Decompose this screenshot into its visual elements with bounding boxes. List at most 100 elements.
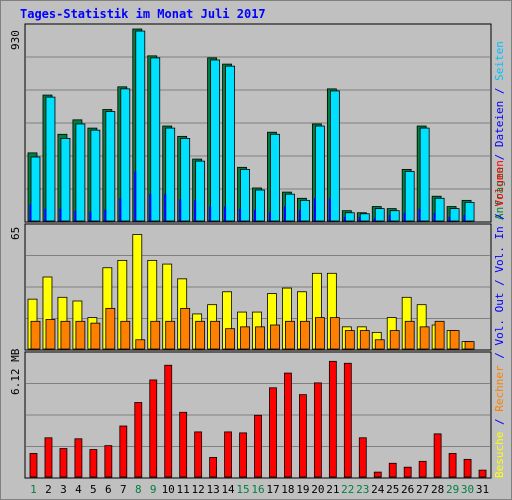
bar-volumen-day-31: [478, 469, 487, 478]
x-tick-label-day-13: 13: [206, 483, 219, 496]
x-tick-label-day-24: 24: [371, 483, 385, 496]
bar-dateien-day-3: [59, 208, 62, 221]
legend-top-segment: /: [493, 81, 506, 101]
bar-seiten-day-26: [404, 171, 415, 222]
bar-volumen-day-27: [418, 460, 427, 478]
bar-rechner-day-24: [374, 339, 385, 350]
bar-volumen-day-16: [254, 414, 262, 478]
bar-seiten-day-24: [374, 208, 385, 222]
bar-rechner-day-3: [60, 320, 71, 350]
bar-volumen-day-7: [119, 425, 128, 478]
bar-seiten-day-8: [135, 30, 146, 222]
x-tick-label-day-30: 30: [461, 483, 474, 496]
x-tick-label-day-15: 15: [236, 483, 249, 496]
legend-top-segment: Anfragen: [493, 167, 506, 220]
bar-seiten-day-3: [60, 138, 71, 222]
bar-rechner-day-11: [180, 307, 191, 350]
x-tick-label-day-27: 27: [416, 483, 429, 496]
bar-volumen-day-23: [358, 437, 367, 478]
x-tick-label-day-18: 18: [281, 483, 294, 496]
bar-volumen-day-18: [284, 372, 292, 478]
bar-rechner-day-27: [419, 326, 430, 350]
x-tick-label-day-2: 2: [45, 483, 52, 496]
bar-dateien-day-30: [463, 214, 466, 221]
bar-dateien-day-12: [194, 200, 197, 221]
x-tick-label-day-14: 14: [221, 483, 235, 496]
panel-top: [24, 23, 492, 223]
bar-volumen-day-9: [149, 379, 158, 478]
bar-volumen-day-14: [224, 431, 232, 478]
bar-volumen-day-13: [209, 456, 218, 478]
bar-rechner-day-21: [329, 317, 340, 350]
x-tick-label-day-29: 29: [446, 483, 459, 496]
bar-volumen-day-26: [403, 466, 412, 478]
bar-rechner-day-10: [165, 320, 176, 350]
bar-dateien-day-18: [283, 206, 286, 221]
x-tick-label-day-17: 17: [266, 483, 279, 496]
bar-volumen-day-10: [164, 364, 173, 478]
bar-seiten-day-21: [329, 90, 340, 222]
legend-middle-segment: Rechner: [493, 365, 506, 412]
legend-middle: Besuche / Rechner / Vol. Out / Vol. In /…: [493, 160, 506, 478]
bar-dateien-day-9: [149, 194, 152, 221]
bar-dateien-day-21: [328, 198, 331, 221]
bar-rechner-day-1: [30, 320, 41, 350]
bar-seiten-day-9: [150, 57, 161, 222]
bar-rechner-day-13: [210, 320, 221, 350]
bar-rechner-day-19: [300, 320, 310, 350]
bar-dateien-day-16: [254, 209, 257, 221]
bar-rechner-day-9: [150, 320, 161, 350]
bar-dateien-day-23: [358, 216, 361, 221]
legend-top: Anfragen / Dateien / Seiten: [493, 41, 506, 220]
bar-seiten-day-2: [45, 96, 56, 222]
bar-volumen-day-19: [299, 394, 307, 478]
x-tick-label-day-31: 31: [476, 483, 489, 496]
bar-rechner-day-22: [344, 330, 355, 350]
bar-volumen-day-20: [313, 382, 322, 478]
bar-rechner-day-7: [120, 320, 131, 350]
bar-dateien-day-17: [268, 211, 271, 221]
bar-volumen-day-8: [134, 402, 143, 478]
x-tick-label-day-10: 10: [162, 483, 175, 496]
legend-middle-segment: Vol. In: [493, 226, 506, 272]
bar-dateien-day-29: [448, 216, 451, 221]
bar-seiten-day-4: [75, 123, 86, 222]
bar-rechner-day-17: [270, 324, 280, 350]
legend-top-segment: /: [493, 147, 506, 167]
bar-dateien-day-15: [239, 208, 242, 221]
panel-bottom: [24, 351, 492, 479]
x-tick-label-day-21: 21: [326, 483, 339, 496]
bar-seiten-day-6: [105, 111, 116, 222]
bar-dateien-day-25: [388, 214, 391, 221]
bar-seiten-day-30: [464, 202, 475, 222]
bar-dateien-day-5: [89, 211, 92, 221]
bar-seiten-day-13: [210, 59, 221, 222]
x-tick-label-day-3: 3: [60, 483, 67, 496]
panel-middle: [24, 223, 492, 351]
bar-rechner-day-15: [240, 326, 250, 350]
bar-seiten-day-22: [344, 212, 355, 222]
bar-dateien-day-1: [29, 204, 32, 221]
bar-dateien-day-13: [209, 206, 212, 221]
bar-seiten-day-29: [449, 208, 460, 222]
bar-rechner-day-6: [105, 307, 116, 350]
chart-title: Tages-Statistik im Monat Juli 2017: [20, 7, 266, 21]
legend-middle-segment: /: [493, 412, 506, 432]
bar-dateien-day-10: [164, 194, 167, 221]
bar-dateien-day-6: [104, 209, 107, 221]
bar-seiten-day-5: [90, 129, 101, 222]
bar-volumen-day-28: [433, 433, 442, 478]
bar-rechner-day-30: [464, 341, 475, 350]
bar-seiten-day-18: [285, 193, 295, 222]
legend-middle-segment: Vol. Out: [493, 293, 506, 346]
bar-volumen-day-25: [388, 462, 397, 478]
bar-rechner-day-29: [449, 330, 460, 350]
bar-dateien-day-8: [134, 171, 137, 221]
bar-rechner-day-16: [255, 326, 265, 350]
bar-rechner-day-28: [434, 320, 445, 350]
x-tick-label-day-19: 19: [296, 483, 309, 496]
x-tick-label-day-28: 28: [431, 483, 444, 496]
bar-rechner-day-20: [314, 317, 325, 350]
x-tick-label-day-25: 25: [386, 483, 399, 496]
